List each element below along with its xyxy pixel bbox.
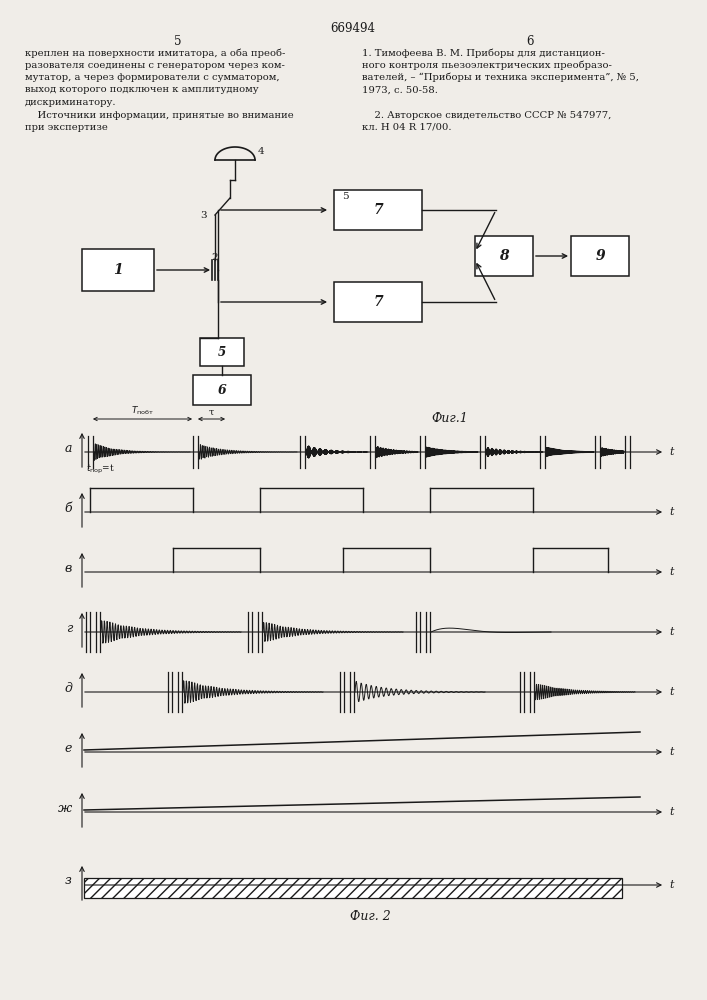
- Text: мутатор, а через формирователи с сумматором,: мутатор, а через формирователи с суммато…: [25, 73, 280, 82]
- Text: 5: 5: [341, 192, 349, 201]
- Text: 3: 3: [200, 211, 207, 220]
- Text: 8: 8: [499, 249, 509, 263]
- Text: 7: 7: [373, 295, 382, 309]
- Text: t: t: [669, 627, 674, 637]
- Bar: [84, 878, 622, 898]
- Text: 2. Авторское свидетельство СССР № 547977,: 2. Авторское свидетельство СССР № 547977…: [362, 110, 612, 119]
- Text: t: t: [669, 567, 674, 577]
- Text: 1: 1: [113, 263, 123, 277]
- Text: 4: 4: [258, 147, 264, 156]
- Text: ж: ж: [58, 802, 72, 814]
- Text: 9: 9: [595, 249, 604, 263]
- Text: Фиг.1: Фиг.1: [432, 412, 468, 424]
- Text: 1973, с. 50-58.: 1973, с. 50-58.: [362, 86, 438, 95]
- Text: t: t: [669, 880, 674, 890]
- Text: креплен на поверхности имитатора, а оба преоб-: креплен на поверхности имитатора, а оба …: [25, 48, 286, 57]
- Text: 5: 5: [218, 346, 226, 359]
- Text: t: t: [669, 687, 674, 697]
- Text: t: t: [669, 807, 674, 817]
- Text: ного контроля пьезоэлектрических преобразо-: ного контроля пьезоэлектрических преобра…: [362, 60, 612, 70]
- Text: кл. Н 04 R 17/00.: кл. Н 04 R 17/00.: [362, 123, 452, 132]
- Text: 1. Тимофеева В. М. Приборы для дистанцион-: 1. Тимофеева В. М. Приборы для дистанцио…: [362, 48, 605, 57]
- Text: t: t: [669, 507, 674, 517]
- Bar: [475, 236, 533, 276]
- Text: 6: 6: [218, 383, 226, 396]
- Text: Источники информации, принятые во внимание: Источники информации, принятые во вниман…: [25, 110, 293, 119]
- Text: при экспертизе: при экспертизе: [25, 123, 108, 132]
- Text: 7: 7: [373, 203, 382, 217]
- Text: $T_{\rm{побт}}$: $T_{\rm{побт}}$: [131, 404, 153, 417]
- Text: 2: 2: [211, 253, 218, 262]
- Bar: [193, 375, 251, 405]
- Text: е: е: [64, 742, 72, 754]
- Text: разователя соединены с генератором через ком-: разователя соединены с генератором через…: [25, 60, 285, 70]
- Bar: [334, 282, 422, 322]
- Text: дискриминатору.: дискриминатору.: [25, 98, 117, 107]
- Bar: [200, 338, 244, 366]
- Text: г: г: [66, 621, 72, 635]
- Text: в: в: [65, 562, 72, 574]
- Text: t: t: [669, 747, 674, 757]
- Text: t: t: [669, 447, 674, 457]
- Text: Фиг. 2: Фиг. 2: [350, 910, 390, 924]
- Bar: [82, 249, 154, 291]
- Bar: [571, 236, 629, 276]
- Text: вателей, – “Приборы и техника эксперимента”, № 5,: вателей, – “Приборы и техника эксперимен…: [362, 73, 639, 83]
- Text: $t_{\rm{пор}}$=t: $t_{\rm{пор}}$=t: [86, 463, 115, 476]
- Text: 6: 6: [526, 35, 534, 48]
- Text: д: д: [64, 682, 72, 694]
- Text: 669494: 669494: [330, 22, 375, 35]
- Bar: [334, 190, 422, 230]
- Text: з: з: [65, 874, 72, 888]
- Text: а: а: [64, 442, 72, 454]
- Text: б: б: [64, 502, 72, 514]
- Text: 5: 5: [174, 35, 182, 48]
- Text: выход которого подключен к амплитудному: выход которого подключен к амплитудному: [25, 86, 259, 95]
- Text: τ: τ: [209, 408, 214, 417]
